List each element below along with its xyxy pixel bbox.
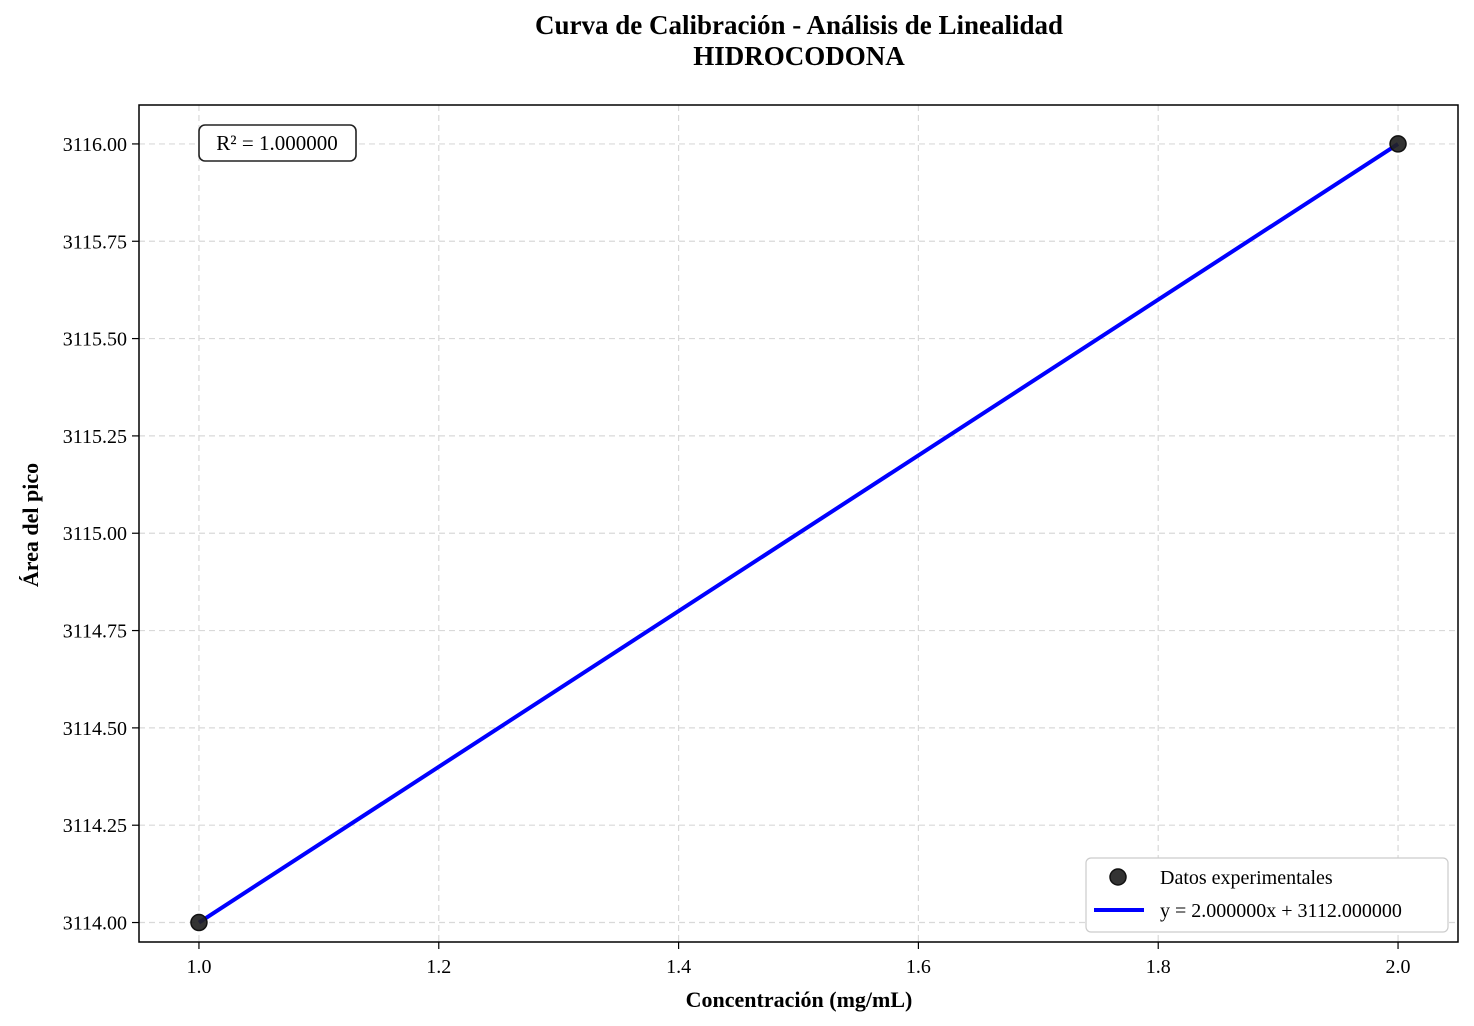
legend-box: [1085, 857, 1449, 933]
y-tick-label: 3115.00: [63, 523, 127, 545]
annotation-box: [198, 124, 357, 162]
grid-lines: [139, 105, 1458, 942]
x-tick-label: 1.6: [906, 956, 931, 978]
x-tick-label: 1.2: [426, 956, 451, 978]
data-point: [1389, 135, 1407, 153]
fit-line: [197, 142, 1400, 925]
x-tick-label: 2.0: [1386, 956, 1411, 978]
chart-title: Curva de Calibración - Análisis de Linea…: [535, 10, 1063, 40]
x-axis-label: Concentración (mg/mL): [686, 987, 913, 1012]
x-tick-label: 1.4: [666, 956, 691, 978]
y-tick-label: 3114.75: [63, 621, 127, 643]
axis-ticks: 1.0 1.2 1.4 1.6 1.8 2.0 3114.00 3114.25 3114.50 3…: [63, 134, 1411, 978]
y-axis-label: Área del pico: [18, 463, 43, 587]
x-tick-label: 1.8: [1146, 956, 1171, 978]
legend-label-scatter: Datos experimentales: [1160, 867, 1333, 889]
plot-series: [190, 135, 1407, 932]
y-tick-label: 3114.25: [63, 815, 127, 837]
y-tick-label: 3115.50: [63, 329, 127, 351]
r-squared-text: R² = 1.000000: [216, 131, 337, 155]
chart-subtitle: HIDROCODONA: [693, 41, 905, 71]
y-tick-label: 3116.00: [63, 134, 127, 156]
y-tick-label: 3115.25: [63, 426, 127, 448]
legend-marker-scatter: [1109, 868, 1127, 886]
y-tick-label: 3115.75: [63, 231, 127, 253]
y-tick-label: 3114.50: [63, 718, 127, 740]
plot-frame: [138, 104, 1459, 943]
y-tick-label: 3114.00: [63, 913, 127, 935]
legend: Datos experimentales y = 2.000000x + 311…: [1085, 857, 1449, 933]
data-point: [190, 913, 208, 932]
r-squared-annotation: R² = 1.000000: [198, 124, 357, 162]
legend-label-line: y = 2.000000x + 3112.000000: [1160, 900, 1402, 922]
x-tick-label: 1.0: [186, 956, 211, 978]
